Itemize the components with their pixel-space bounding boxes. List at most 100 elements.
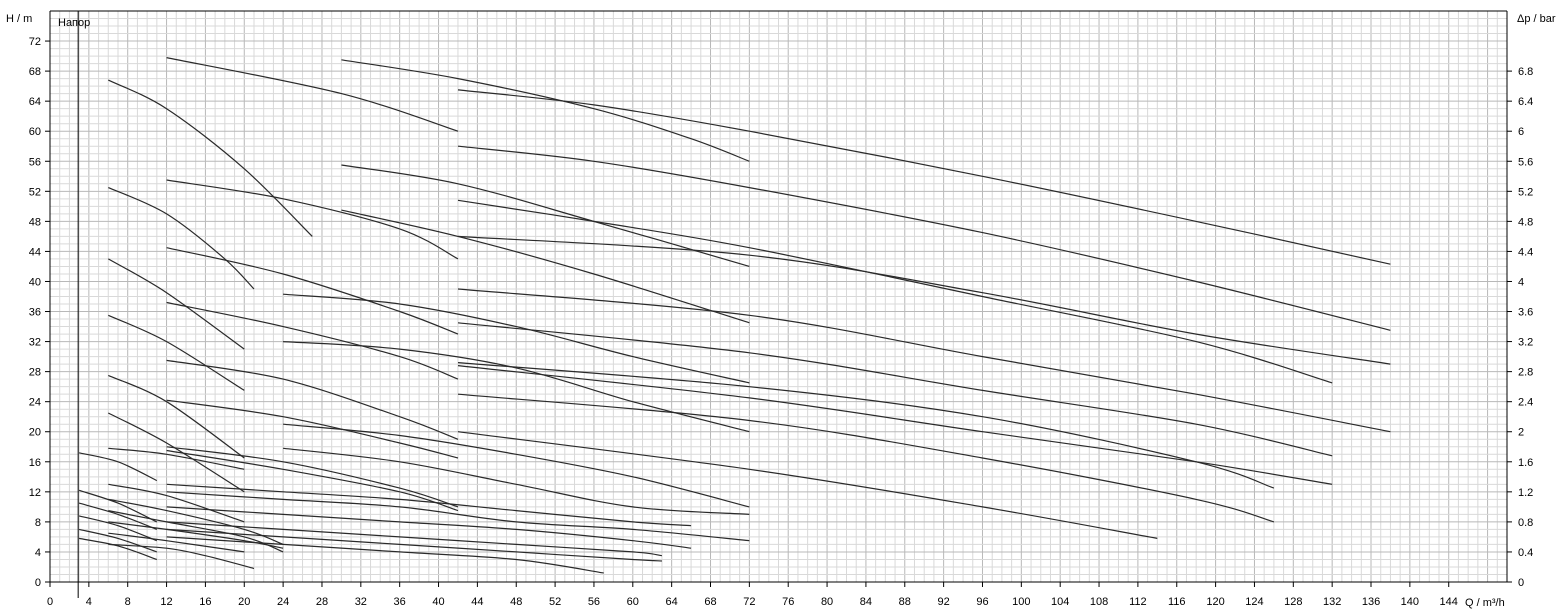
x-tick-label: 24 bbox=[277, 596, 289, 608]
pump-curve-30 bbox=[457, 431, 1158, 539]
pump-curve-50 bbox=[108, 543, 255, 570]
x-tick-label: 92 bbox=[938, 596, 950, 608]
pump-curve-43 bbox=[78, 515, 158, 542]
x-tick-label: 116 bbox=[1168, 596, 1186, 608]
y-tick-label: 20 bbox=[29, 427, 41, 439]
pump-curve-31 bbox=[283, 447, 750, 515]
x-tick-label: 104 bbox=[1051, 596, 1069, 608]
pump-curve-16 bbox=[166, 301, 459, 380]
y2-tick-label: 4.8 bbox=[1518, 216, 1533, 228]
y-tick-label: 60 bbox=[29, 126, 41, 138]
y-tick-label: 68 bbox=[29, 66, 41, 78]
y-tick-label: 16 bbox=[29, 457, 41, 469]
y2-axis-title: Δp / bar bbox=[1517, 13, 1556, 25]
y-tick-label: 36 bbox=[29, 307, 41, 319]
x-tick-label: 136 bbox=[1362, 596, 1380, 608]
pump-curve-19 bbox=[283, 341, 750, 433]
pump-curve-42 bbox=[166, 521, 662, 557]
x-tick-label: 12 bbox=[160, 596, 172, 608]
pump-curve-46 bbox=[78, 528, 157, 553]
y2-tick-label: 3.2 bbox=[1518, 337, 1533, 349]
x-tick-label: 72 bbox=[743, 596, 755, 608]
pump-curve-27 bbox=[283, 423, 750, 508]
y-tick-label: 72 bbox=[29, 36, 41, 48]
x-tick-label: 84 bbox=[860, 596, 872, 608]
x-tick-label: 76 bbox=[782, 596, 794, 608]
x-tick-label: 96 bbox=[976, 596, 988, 608]
y2-tick-label: 2.8 bbox=[1518, 367, 1533, 379]
y2-tick-label: 3.6 bbox=[1518, 307, 1533, 319]
pump-curve-24 bbox=[166, 399, 459, 459]
pump-curve-18 bbox=[457, 322, 1333, 457]
y-tick-label: 12 bbox=[29, 487, 41, 499]
pump-curve-21 bbox=[108, 374, 245, 459]
pump-curve-12 bbox=[166, 247, 459, 335]
y2-tick-label: 4.4 bbox=[1518, 246, 1533, 258]
x-tick-label: 20 bbox=[238, 596, 250, 608]
y-tick-label: 64 bbox=[29, 96, 41, 108]
y2-tick-label: 0 bbox=[1518, 577, 1524, 589]
pump-curve-33 bbox=[166, 449, 459, 512]
y2-tick-label: 2.4 bbox=[1518, 397, 1533, 409]
pump-curve-14 bbox=[457, 288, 1391, 433]
pump-curve-4 bbox=[457, 89, 1391, 265]
pump-curve-6 bbox=[457, 145, 1391, 331]
x-tick-label: 100 bbox=[1012, 596, 1030, 608]
pump-curve-36 bbox=[166, 491, 750, 542]
x-tick-label: 32 bbox=[355, 596, 367, 608]
pump-curve-1 bbox=[166, 57, 459, 132]
x-tick-label: 68 bbox=[704, 596, 716, 608]
x-tick-label: 52 bbox=[549, 596, 561, 608]
tick-labels: 0 4 8 12 16 20 24 28 32 36 40 44 48 52 56 60 64 68 72 76 80 8… bbox=[29, 36, 1534, 608]
x-tick-label: 124 bbox=[1245, 596, 1263, 608]
pump-curve-37 bbox=[78, 489, 158, 523]
y-tick-label: 8 bbox=[35, 517, 41, 529]
y2-tick-label: 1.6 bbox=[1518, 457, 1533, 469]
pump-curve-39 bbox=[166, 506, 692, 549]
x-tick-label: 4 bbox=[86, 596, 92, 608]
y-tick-label: 44 bbox=[29, 246, 41, 258]
y-tick-label: 40 bbox=[29, 276, 41, 288]
pump-curve-35 bbox=[166, 483, 692, 527]
x-tick-label: 128 bbox=[1284, 596, 1302, 608]
pump-curve-11 bbox=[457, 235, 1391, 365]
y2-tick-label: 4 bbox=[1518, 276, 1524, 288]
y2-tick-label: 0.4 bbox=[1518, 547, 1533, 559]
pump-curve-17 bbox=[108, 314, 245, 391]
y2-tick-label: 6 bbox=[1518, 126, 1524, 138]
grid bbox=[50, 11, 1507, 582]
y-tick-label: 0 bbox=[35, 577, 41, 589]
pump-curve-3 bbox=[341, 59, 750, 162]
x-tick-label: 60 bbox=[627, 596, 639, 608]
y-tick-label: 52 bbox=[29, 186, 41, 198]
y2-tick-label: 2 bbox=[1518, 427, 1524, 439]
y-tick-label: 24 bbox=[29, 397, 41, 409]
y-tick-label: 48 bbox=[29, 216, 41, 228]
x-tick-label: 44 bbox=[471, 596, 483, 608]
y2-tick-label: 6.4 bbox=[1518, 96, 1533, 108]
pump-curve-44 bbox=[108, 521, 284, 549]
x-tick-label: 112 bbox=[1129, 596, 1147, 608]
pump-curve-13 bbox=[107, 258, 245, 350]
curves bbox=[78, 57, 1391, 574]
pump-curve-15 bbox=[283, 293, 750, 384]
x-tick-label: 144 bbox=[1440, 596, 1458, 608]
y-tick-label: 32 bbox=[29, 337, 41, 349]
x-tick-label: 0 bbox=[47, 596, 53, 608]
x-tick-label: 28 bbox=[316, 596, 328, 608]
pump-curve-32 bbox=[78, 452, 158, 482]
y2-tick-label: 5.2 bbox=[1518, 186, 1533, 198]
x-tick-label: 120 bbox=[1206, 596, 1224, 608]
pump-curve-38 bbox=[108, 498, 284, 545]
pump-curve-48 bbox=[166, 536, 604, 574]
y2-tick-label: 0.8 bbox=[1518, 517, 1533, 529]
x-tick-label: 40 bbox=[432, 596, 444, 608]
x-tick-label: 88 bbox=[899, 596, 911, 608]
pump-curve-23 bbox=[457, 365, 1333, 485]
x-tick-label: 16 bbox=[199, 596, 211, 608]
pump-curve-8 bbox=[108, 187, 255, 290]
pump-curve-28 bbox=[166, 446, 459, 508]
x-tick-label: 140 bbox=[1401, 596, 1419, 608]
